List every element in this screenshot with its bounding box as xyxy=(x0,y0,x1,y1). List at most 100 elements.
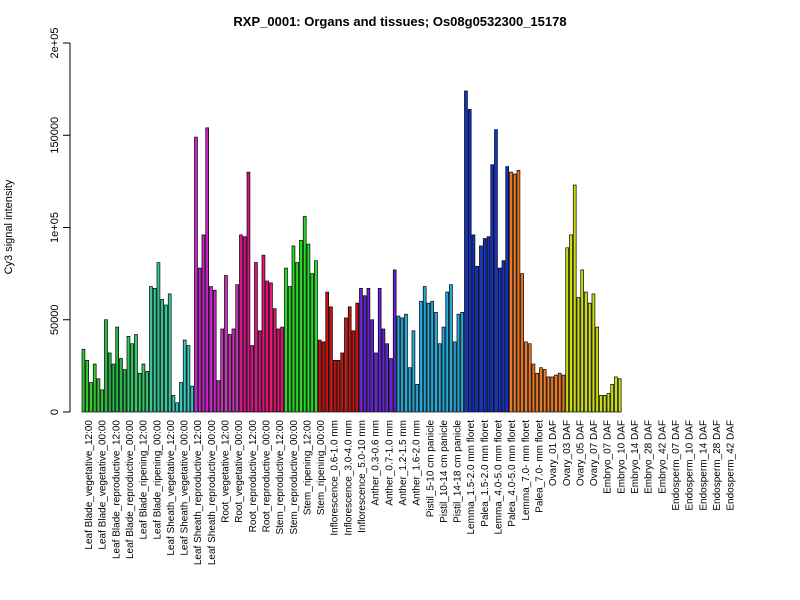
x-category-label: Leaf Blade_reproductive_00:00 xyxy=(125,420,136,559)
bar xyxy=(422,286,427,413)
bar xyxy=(115,326,120,413)
x-category-label: Ovary_05 DAF xyxy=(575,420,586,486)
x-category-label: Embryo_42 DAF xyxy=(657,420,668,494)
x-category-label: Stem_reproductive_12:00 xyxy=(275,420,286,535)
bar xyxy=(355,302,360,413)
bar xyxy=(460,312,465,413)
bar xyxy=(317,339,322,413)
x-category-label: Pistil_5-10 cm panicle xyxy=(425,420,436,518)
bar xyxy=(404,313,408,413)
bar xyxy=(201,234,206,413)
bar xyxy=(164,304,168,413)
bar xyxy=(602,395,607,413)
bar xyxy=(441,326,446,413)
bar xyxy=(434,312,438,413)
x-category-label: Leaf Sheath_reproductive_12:00 xyxy=(193,420,204,566)
bar xyxy=(524,341,528,413)
x-category-label: Endosperm_28 DAF xyxy=(712,420,723,511)
x-category-label: Pistil_14-18 cm panicle xyxy=(453,420,464,523)
y-tick-label: 50000 xyxy=(49,304,61,335)
bar xyxy=(235,284,240,413)
bar xyxy=(332,359,337,413)
bar xyxy=(471,234,476,413)
bar xyxy=(464,90,468,413)
x-category-label: Pistil_10-14 cm panicle xyxy=(439,420,450,523)
bar xyxy=(535,372,540,413)
bar xyxy=(554,374,558,413)
bar xyxy=(351,330,356,413)
bar xyxy=(569,234,573,413)
bar xyxy=(329,306,333,413)
x-category-label: Endosperm_10 DAF xyxy=(685,420,696,511)
bar xyxy=(546,376,551,413)
bar xyxy=(430,300,435,413)
bar xyxy=(595,326,600,413)
x-category-label: Stem_ripening_00:00 xyxy=(316,420,327,516)
bar xyxy=(377,288,382,413)
x-category-label: Endosperm_14 DAF xyxy=(698,420,709,511)
bar xyxy=(400,317,405,413)
bar xyxy=(89,382,93,413)
x-category-label: Embryo_10 DAF xyxy=(616,420,627,494)
bar xyxy=(512,173,517,413)
x-category-label: Lemma_4.0-5.0 mm floret xyxy=(494,420,505,535)
bar xyxy=(171,395,176,413)
bar xyxy=(96,378,101,413)
bar xyxy=(419,300,423,413)
bar xyxy=(261,254,266,413)
bar xyxy=(137,372,142,413)
x-category-label: Palea_1.5-2.0 mm floret xyxy=(480,420,491,527)
bar xyxy=(359,288,363,413)
bar xyxy=(156,262,161,413)
x-category-label: Leaf Blade_ripening_00:00 xyxy=(152,420,163,540)
x-category-label: Anther_1.6-2.0 mm xyxy=(412,420,423,506)
bar xyxy=(160,299,165,413)
bar xyxy=(224,275,228,413)
bar xyxy=(81,348,86,413)
x-category-label: Lemma_7.0- mm floret xyxy=(521,420,532,521)
bar xyxy=(310,273,315,413)
x-category-label: Lemma_1.5-2.0 mm floret xyxy=(466,420,477,535)
bar xyxy=(100,389,105,413)
bar xyxy=(85,359,90,413)
bar xyxy=(452,341,457,413)
bar xyxy=(92,363,97,413)
bar xyxy=(490,164,495,413)
bar xyxy=(250,345,255,413)
bar xyxy=(587,302,592,413)
bar xyxy=(516,169,521,413)
x-category-label: Leaf Sheath_vegetative_12:00 xyxy=(166,420,177,556)
bar xyxy=(209,286,213,413)
bar xyxy=(479,245,483,413)
bar xyxy=(216,380,221,413)
x-category-label: Endosperm_42 DAF xyxy=(726,420,737,511)
x-category-label: Palea_7.0- mm floret xyxy=(534,420,545,513)
bar xyxy=(482,238,487,413)
bar xyxy=(550,376,555,413)
bar xyxy=(280,326,285,413)
bar xyxy=(197,267,202,413)
bar xyxy=(265,280,270,413)
bar xyxy=(389,358,393,413)
bar xyxy=(531,363,536,413)
bar xyxy=(456,313,461,413)
bar xyxy=(584,291,588,413)
y-tick-label: 1e+05 xyxy=(49,212,61,243)
bar xyxy=(314,260,318,413)
bar xyxy=(494,129,498,413)
x-category-label: Stem_reproductive_00:00 xyxy=(289,420,300,535)
bar xyxy=(152,288,157,413)
x-category-label: Embryo_07 DAF xyxy=(603,420,614,494)
x-category-label: Ovary_01 DAF xyxy=(548,420,559,486)
bar xyxy=(347,306,352,413)
bar xyxy=(411,330,416,413)
bar xyxy=(182,339,187,413)
bar xyxy=(565,247,570,413)
bar xyxy=(269,282,273,413)
x-category-label: Inflorescence_3.0-4.0 mm xyxy=(343,420,354,536)
bar xyxy=(599,395,603,413)
bar xyxy=(257,330,262,413)
bar xyxy=(366,288,371,413)
bar xyxy=(126,336,131,413)
